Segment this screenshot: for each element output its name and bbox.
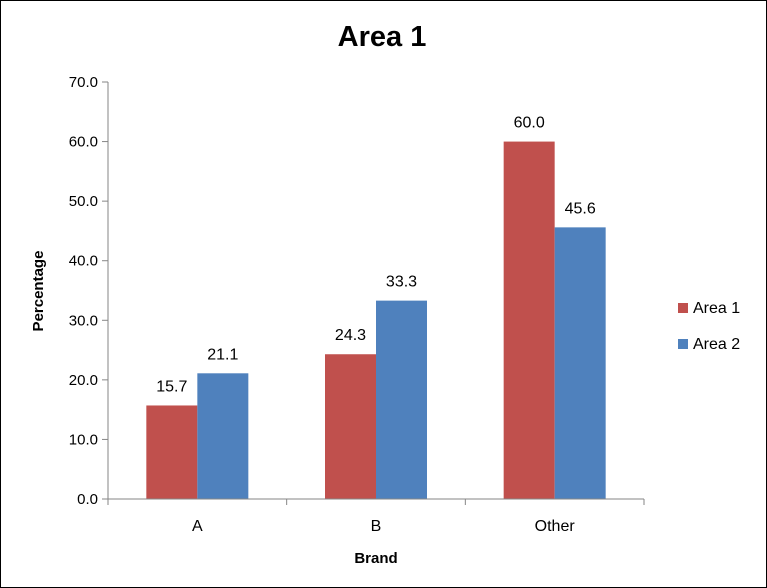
data-label: 45.6 <box>565 200 596 217</box>
x-axis-ticks: A B Other <box>107 499 645 535</box>
bar-area-1-other <box>503 141 555 500</box>
x-tick-label: A <box>192 518 203 535</box>
bar-area-2-b <box>376 300 427 499</box>
legend-label: Area 1 <box>693 300 740 317</box>
y-axis-ticks: 0.0 10.0 20.0 30.0 40.0 50.0 60.0 70.0 <box>69 74 108 508</box>
bar-area-1-b <box>325 354 376 499</box>
bar-area-2-other <box>554 227 606 499</box>
y-tick-label: 40.0 <box>69 253 98 270</box>
legend: Area 1 Area 2 <box>678 300 740 353</box>
bar-area-1-a <box>146 405 198 499</box>
data-label: 15.7 <box>156 378 187 395</box>
legend-label: Area 2 <box>693 336 740 353</box>
data-label: 60.0 <box>514 115 545 132</box>
y-tick-label: 20.0 <box>69 372 98 389</box>
y-tick-label: 50.0 <box>69 193 98 210</box>
y-tick-label: 60.0 <box>69 134 98 151</box>
bars <box>146 141 606 500</box>
data-labels: 15.7 21.1 24.3 33.3 60.0 45.6 <box>156 115 596 396</box>
data-label: 21.1 <box>207 346 238 363</box>
x-tick-label: Other <box>535 518 576 535</box>
chart-title: Area 1 <box>338 21 427 53</box>
y-axis-label: Percentage <box>30 251 47 332</box>
legend-swatch <box>678 303 688 313</box>
x-tick-label: B <box>371 518 382 535</box>
data-label: 24.3 <box>335 327 366 344</box>
bar-area-2-a <box>197 373 249 499</box>
y-tick-label: 10.0 <box>69 431 98 448</box>
legend-swatch <box>678 339 688 349</box>
x-axis-label: Brand <box>354 550 397 567</box>
y-tick-label: 0.0 <box>77 491 98 508</box>
data-label: 33.3 <box>386 274 417 291</box>
y-tick-label: 30.0 <box>69 312 98 329</box>
y-tick-label: 70.0 <box>69 74 98 91</box>
